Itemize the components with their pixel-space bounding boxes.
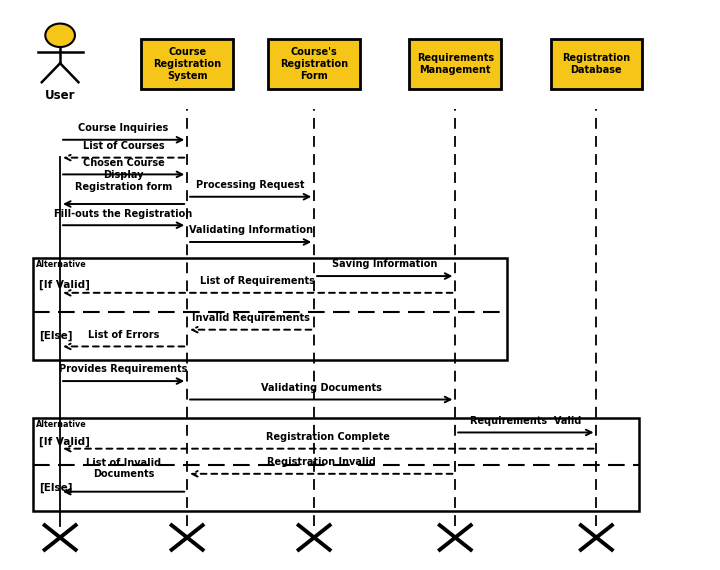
Text: Course
Registration
System: Course Registration System bbox=[153, 47, 221, 82]
Text: List of Invalid
Documents: List of Invalid Documents bbox=[86, 458, 161, 479]
Bar bbox=[410, 39, 501, 89]
Text: List of Courses: List of Courses bbox=[83, 141, 164, 151]
Text: Fill-outs the Registration: Fill-outs the Registration bbox=[55, 209, 193, 218]
Text: [Else]: [Else] bbox=[39, 483, 73, 493]
Bar bbox=[33, 258, 507, 360]
Text: Invalid Requirements: Invalid Requirements bbox=[192, 313, 310, 323]
Text: Validating Documents: Validating Documents bbox=[261, 383, 382, 393]
Text: Provides Requirements: Provides Requirements bbox=[60, 364, 188, 374]
Text: Registration Complete: Registration Complete bbox=[266, 432, 390, 442]
Text: Course's
Registration
Form: Course's Registration Form bbox=[280, 47, 348, 82]
Bar bbox=[551, 39, 642, 89]
Text: Validating Information: Validating Information bbox=[189, 225, 312, 235]
Text: [If Valid]: [If Valid] bbox=[39, 436, 90, 446]
Text: Requirements
Management: Requirements Management bbox=[417, 54, 494, 75]
Text: Chosen Course: Chosen Course bbox=[83, 158, 164, 168]
Bar bbox=[33, 418, 639, 511]
Text: Processing Request: Processing Request bbox=[197, 180, 305, 190]
Text: Registration Invalid: Registration Invalid bbox=[266, 457, 376, 467]
Text: List of Requirements: List of Requirements bbox=[200, 276, 315, 286]
Text: Saving Information: Saving Information bbox=[332, 259, 437, 270]
Text: Display
Registration form: Display Registration form bbox=[75, 170, 172, 192]
Text: Registration
Database: Registration Database bbox=[562, 54, 631, 75]
Text: User: User bbox=[45, 89, 76, 103]
Circle shape bbox=[45, 23, 75, 47]
Text: Alternative: Alternative bbox=[36, 260, 87, 269]
Text: [Else]: [Else] bbox=[39, 331, 73, 341]
Text: Course Inquiries: Course Inquiries bbox=[78, 123, 168, 133]
Text: [If Valid]: [If Valid] bbox=[39, 280, 90, 290]
Bar bbox=[141, 39, 233, 89]
Text: Requirements  Valid: Requirements Valid bbox=[470, 416, 582, 426]
Text: List of Errors: List of Errors bbox=[88, 329, 159, 340]
Bar bbox=[269, 39, 360, 89]
Text: Alternative: Alternative bbox=[36, 420, 87, 429]
